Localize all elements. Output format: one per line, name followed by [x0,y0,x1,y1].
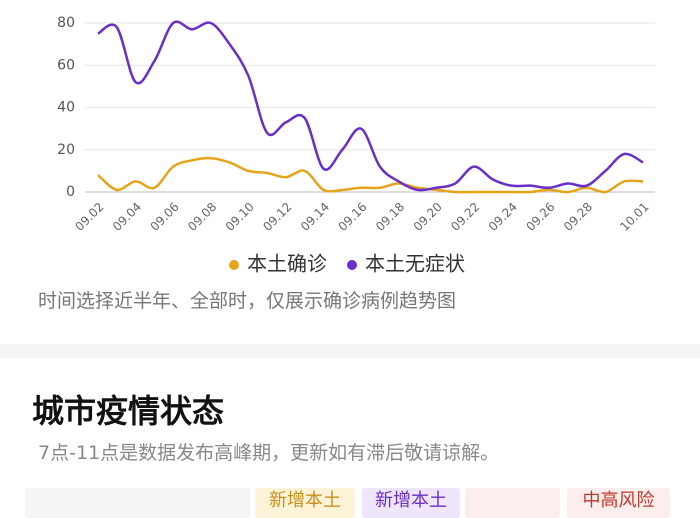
header-cell [25,488,250,518]
chart-note: 时间选择近半年、全部时，仅展示确诊病例趋势图 [38,290,457,312]
x-tick-label: 09.16 [336,200,370,234]
legend-marker [229,260,239,270]
x-tick-label: 09.14 [298,200,332,234]
x-tick-label: 09.18 [373,200,407,234]
header-cell: 中高风险 [567,488,670,518]
x-tick-label: 09.22 [448,200,482,234]
header-cell: 新增本土 [362,488,460,518]
x-tick-label: 09.12 [260,200,294,234]
x-tick-label: 09.04 [110,200,144,234]
x-tick-label: 09.06 [148,200,182,234]
y-tick-label: 40 [57,100,75,116]
y-tick-label: 20 [57,142,75,158]
x-tick-label: 09.24 [486,200,520,234]
y-tick-label: 80 [57,15,75,31]
x-tick-label: 09.26 [523,200,557,234]
y-tick-label: 0 [66,184,75,200]
section-subtitle: 7点-11点是数据发布高峰期，更新如有滞后敬请谅解。 [38,442,500,464]
header-cell: 新增本土 [255,488,355,518]
y-tick-label: 60 [57,57,75,73]
legend-label: 本土确诊 [247,252,327,276]
page: 0 20 40 60 80 09.02 09.04 09.06 09.08 09.10 09.12 0… [0,15,700,518]
series-line [97,156,644,194]
header-cell [465,488,560,518]
legend-marker [347,260,357,270]
x-tick-label: 09.28 [561,200,595,234]
x-tick-label: 09.10 [223,200,257,234]
legend-label: 本土无症状 [365,252,465,276]
series-line [97,20,644,192]
section-title: 城市疫情状态 [32,392,225,430]
x-tick-label: 09.08 [185,200,219,234]
x-tick-label: 09.02 [72,200,106,234]
x-tick-label: 10.01 [617,200,651,234]
separator [0,344,700,358]
x-tick-label: 09.20 [411,200,445,234]
